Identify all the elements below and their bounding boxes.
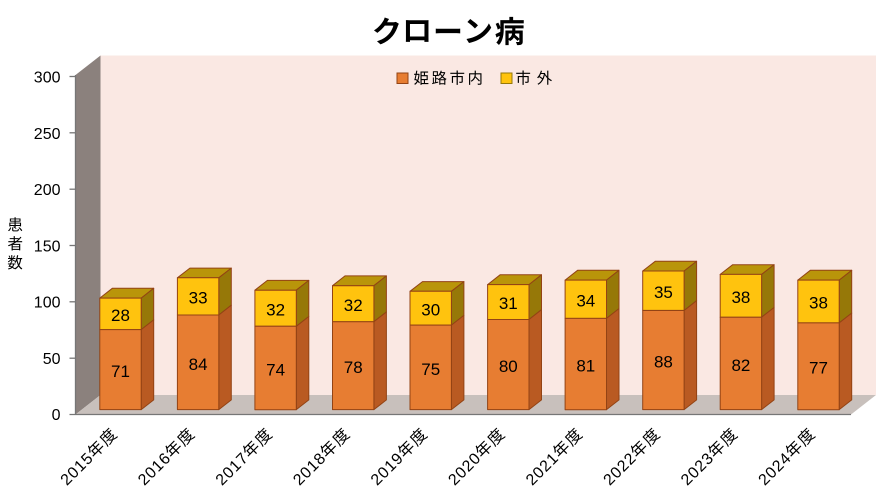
svg-text:33: 33 (189, 289, 208, 308)
svg-text:150: 150 (34, 238, 61, 255)
svg-text:78: 78 (344, 358, 363, 377)
svg-text:74: 74 (266, 360, 285, 379)
svg-text:32: 32 (344, 296, 363, 315)
svg-text:28: 28 (111, 306, 130, 325)
svg-text:34: 34 (576, 291, 595, 310)
svg-text:0: 0 (52, 407, 61, 424)
svg-text:31: 31 (499, 294, 518, 313)
svg-text:77: 77 (809, 359, 828, 378)
svg-text:88: 88 (654, 353, 673, 372)
svg-text:32: 32 (266, 300, 285, 319)
svg-text:200: 200 (34, 182, 61, 199)
svg-text:81: 81 (576, 357, 595, 376)
svg-text:82: 82 (731, 356, 750, 375)
svg-text:84: 84 (189, 355, 208, 374)
svg-text:300: 300 (34, 70, 61, 87)
svg-text:38: 38 (809, 294, 828, 313)
svg-text:30: 30 (421, 300, 440, 319)
svg-text:100: 100 (34, 295, 61, 312)
svg-text:75: 75 (421, 360, 440, 379)
svg-text:80: 80 (499, 357, 518, 376)
svg-text:250: 250 (34, 126, 61, 143)
svg-text:71: 71 (111, 362, 130, 381)
svg-text:35: 35 (654, 283, 673, 302)
svg-text:50: 50 (43, 351, 61, 368)
svg-text:38: 38 (731, 288, 750, 307)
